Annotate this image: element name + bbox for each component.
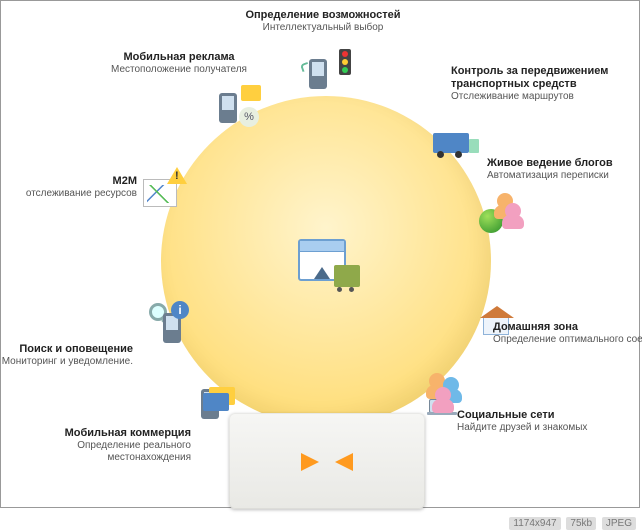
node-subtitle: Отслеживание маршрутов	[451, 91, 642, 103]
node-blogging: Живое ведение блоговАвтоматизация перепи…	[479, 193, 519, 233]
node-m-commerce: Мобильная коммерцияОпределение реального…	[201, 383, 241, 423]
node-title: Мобильная реклама	[79, 51, 279, 64]
node-subtitle: отслеживание ресурсов	[0, 188, 137, 200]
phone-trafficlight-icon	[309, 53, 349, 93]
globe-people-icon	[479, 193, 519, 233]
node-subtitle: Определение реального местонахождения	[0, 440, 191, 464]
node-search-alert: i Поиск и оповещениеМониторинг и уведомл…	[149, 301, 189, 341]
node-subtitle: Местоположение получателя	[79, 64, 279, 76]
node-social: Социальные сетиНайдите друзей и знакомых	[429, 373, 469, 413]
meta-size: 75kb	[566, 517, 596, 530]
node-title: Домашняя зона	[493, 321, 642, 334]
truck-icon	[433, 115, 473, 155]
node-home-zone: Домашняя зонаОпределение оптимального со…	[477, 297, 517, 337]
diagram-frame: Определение возможностейИнтеллектуальный…	[0, 0, 640, 508]
node-subtitle: Определение оптимального соединения	[493, 334, 642, 346]
node-fleet: Контроль за передвижением транспортных с…	[433, 115, 473, 155]
meta-dims: 1174x947	[509, 517, 560, 530]
node-subtitle: Автоматизация переписки	[487, 170, 642, 182]
phone-cards-icon	[201, 383, 241, 423]
node-subtitle: Интеллектуальный выбор	[223, 22, 423, 34]
phone-percent-icon: %	[219, 87, 259, 127]
node-subtitle: Мониторинг и уведомление.	[0, 356, 133, 368]
arrow-right-icon	[301, 453, 319, 471]
node-title: Социальные сети	[457, 409, 642, 422]
image-meta-footer: 1174x947 75kb JPEG	[506, 518, 636, 529]
node-title: Поиск и оповещение	[0, 343, 133, 356]
node-subtitle: Найдите друзей и знакомых	[457, 422, 642, 434]
node-title: Живое ведение блогов	[487, 157, 642, 170]
arrow-left-icon	[335, 453, 353, 471]
bottom-connector-card	[229, 413, 425, 509]
node-title: M2M	[0, 175, 137, 188]
node-title: Мобильная коммерция	[0, 427, 191, 440]
chart-warning-icon	[143, 173, 183, 213]
node-capabilities: Определение возможностейИнтеллектуальный…	[309, 53, 349, 93]
node-title: Контроль за передвижением транспортных с…	[451, 65, 642, 91]
node-mobile-ads: % Мобильная рекламаМестоположение получа…	[219, 87, 259, 127]
meta-format: JPEG	[602, 517, 636, 530]
magnifier-info-icon: i	[149, 301, 189, 341]
node-m2m: M2Mотслеживание ресурсов	[143, 173, 183, 213]
node-title: Определение возможностей	[223, 9, 423, 22]
laptop-people-icon	[429, 373, 469, 413]
center-app-icon	[296, 233, 356, 285]
